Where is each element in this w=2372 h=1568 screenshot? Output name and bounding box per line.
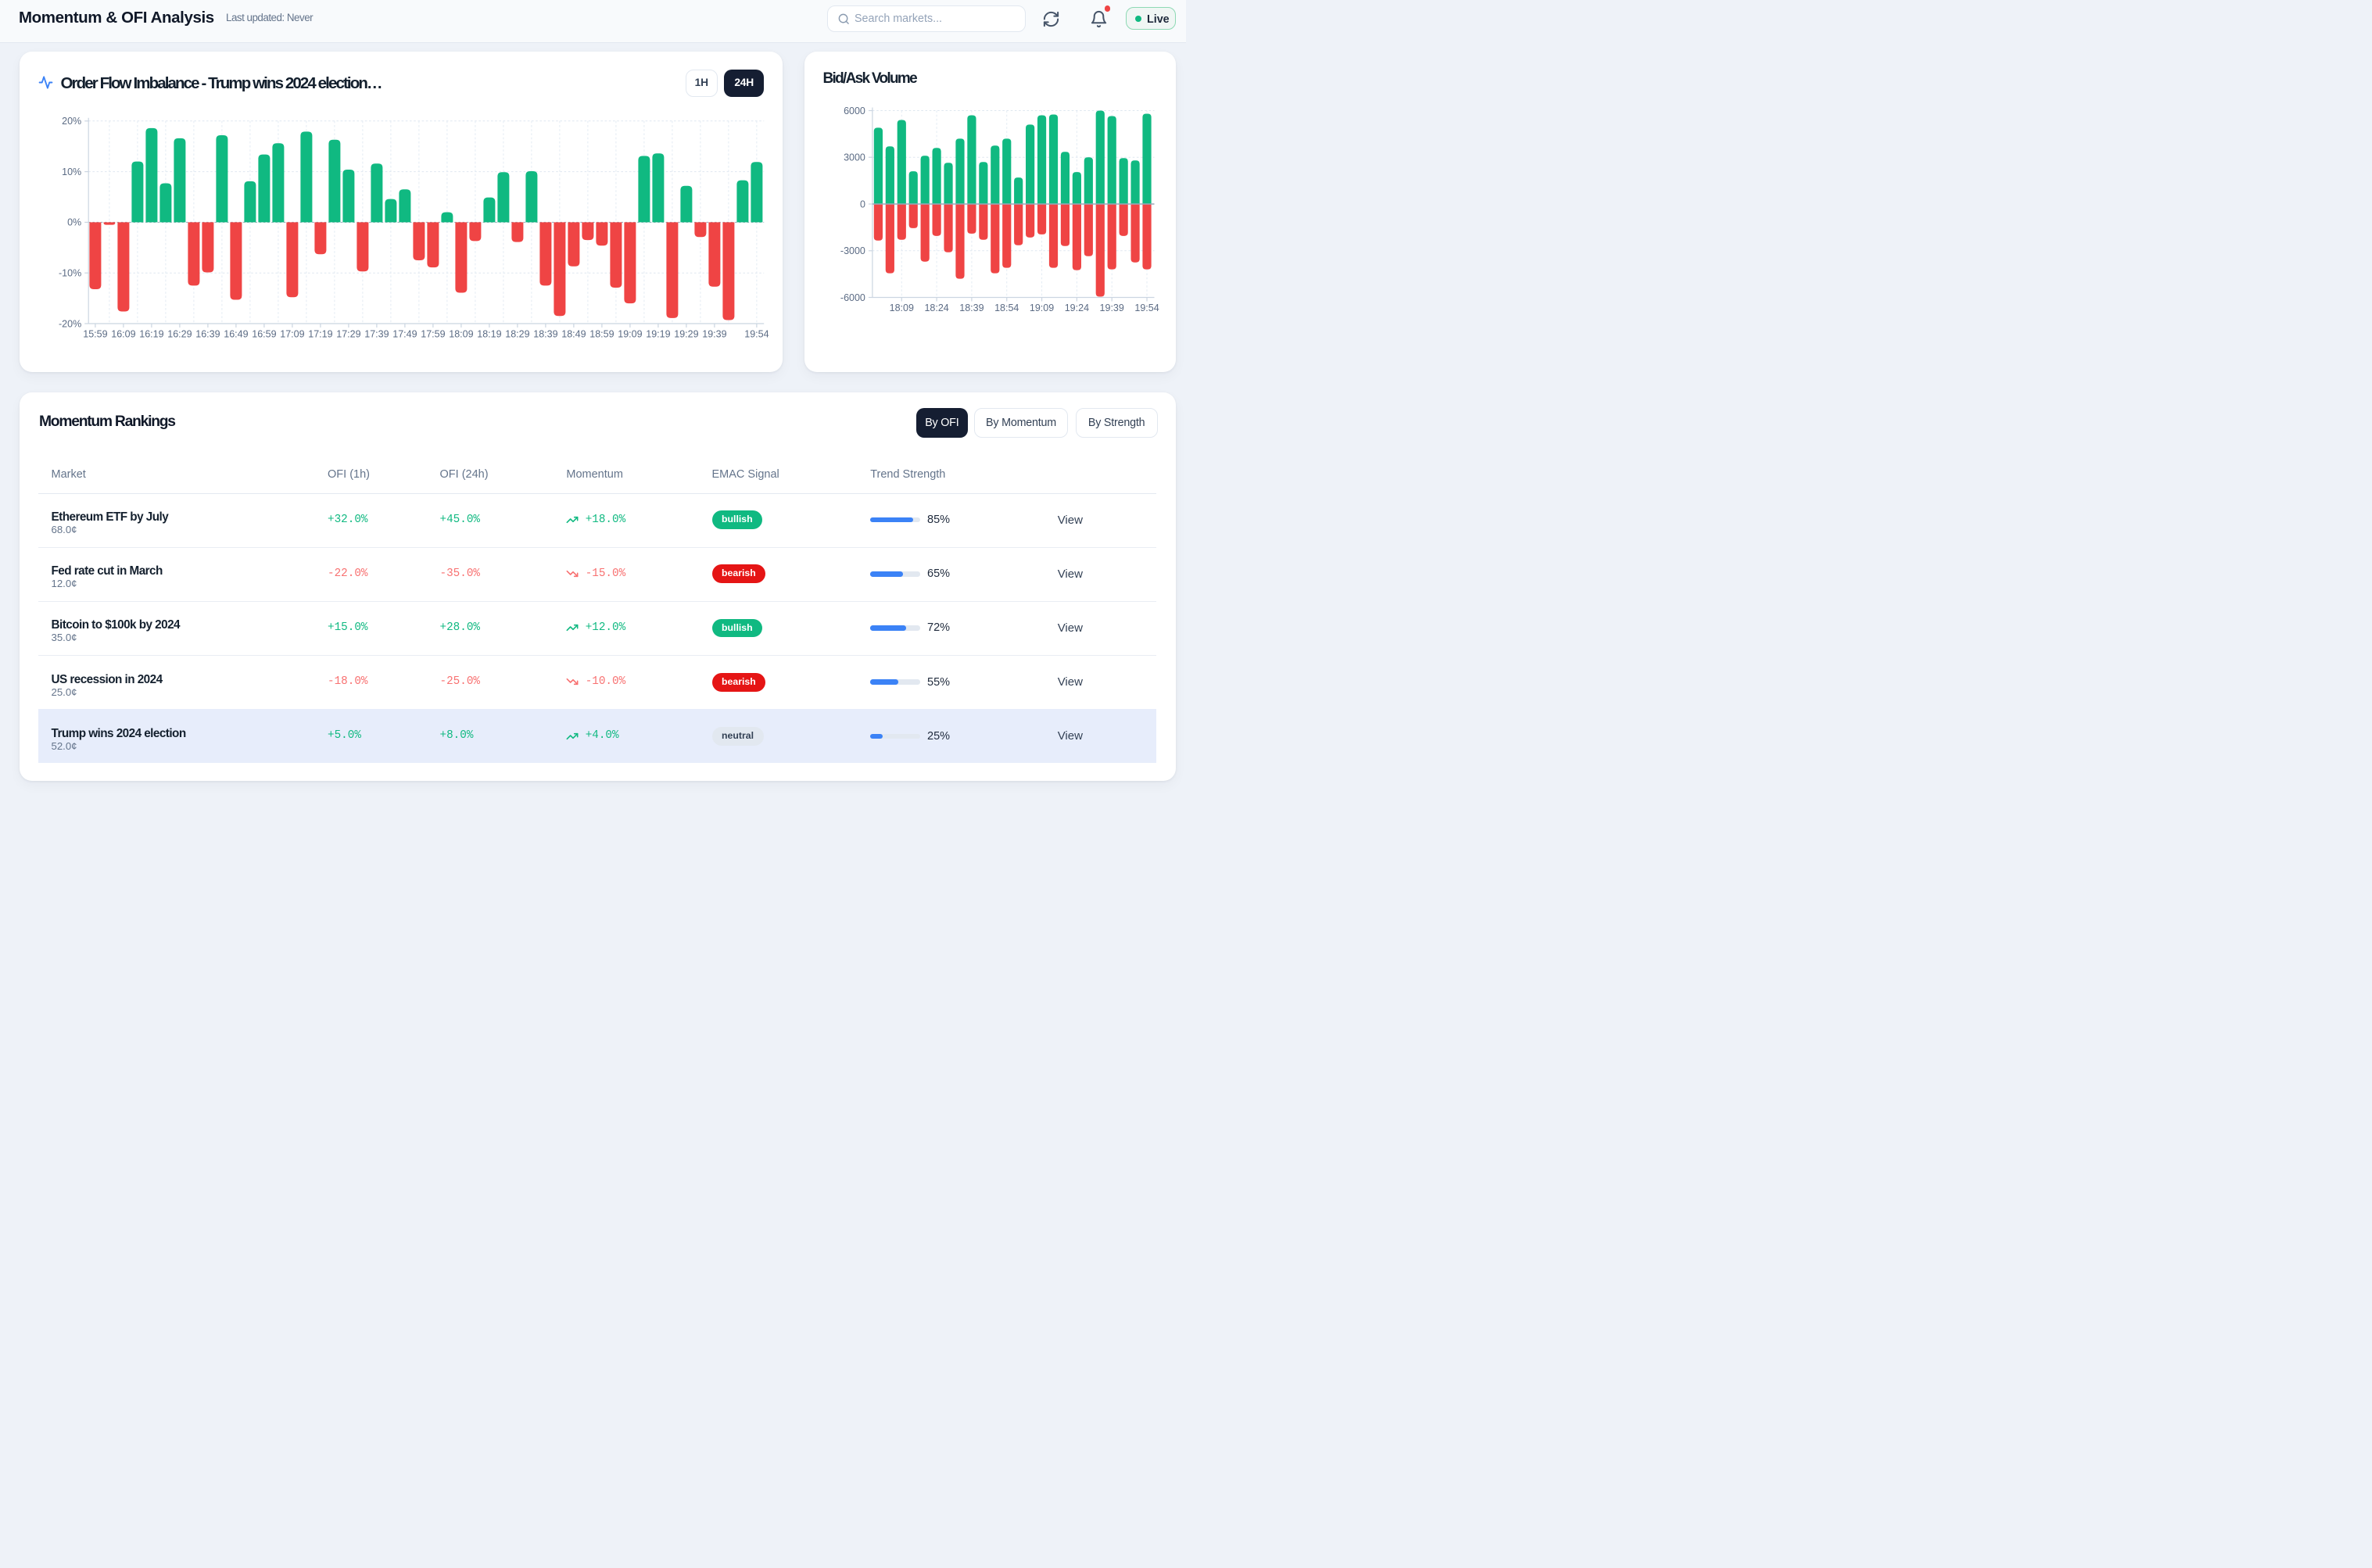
svg-text:16:09: 16:09 — [111, 329, 135, 340]
svg-text:18:39: 18:39 — [533, 329, 557, 340]
svg-text:6000: 6000 — [844, 106, 865, 116]
svg-text:0%: 0% — [67, 217, 81, 228]
svg-text:19:29: 19:29 — [674, 329, 698, 340]
svg-text:18:59: 18:59 — [589, 329, 614, 340]
svg-text:15:59: 15:59 — [83, 329, 107, 340]
svg-text:-6000: -6000 — [840, 292, 865, 303]
svg-text:19:39: 19:39 — [702, 329, 726, 340]
svg-text:17:59: 17:59 — [421, 329, 445, 340]
svg-text:-10%: -10% — [59, 268, 81, 279]
svg-text:18:29: 18:29 — [505, 329, 529, 340]
svg-text:19:54: 19:54 — [1134, 303, 1159, 313]
svg-text:17:39: 17:39 — [364, 329, 389, 340]
svg-text:17:49: 17:49 — [392, 329, 417, 340]
svg-text:17:09: 17:09 — [280, 329, 304, 340]
svg-text:18:54: 18:54 — [994, 303, 1019, 313]
svg-text:19:24: 19:24 — [1064, 303, 1088, 313]
svg-text:18:39: 18:39 — [959, 303, 984, 313]
svg-text:19:19: 19:19 — [646, 329, 670, 340]
svg-text:16:39: 16:39 — [195, 329, 220, 340]
svg-text:19:39: 19:39 — [1099, 303, 1123, 313]
svg-text:16:49: 16:49 — [224, 329, 248, 340]
svg-text:3000: 3000 — [844, 152, 865, 163]
svg-text:-20%: -20% — [59, 318, 81, 329]
svg-text:16:29: 16:29 — [167, 329, 192, 340]
svg-text:16:59: 16:59 — [252, 329, 276, 340]
svg-text:19:09: 19:09 — [618, 329, 642, 340]
svg-text:16:19: 16:19 — [139, 329, 163, 340]
svg-text:18:49: 18:49 — [561, 329, 586, 340]
svg-text:0: 0 — [859, 199, 865, 209]
svg-text:-3000: -3000 — [840, 245, 865, 256]
svg-text:18:09: 18:09 — [889, 303, 913, 313]
svg-text:19:54: 19:54 — [744, 329, 769, 340]
svg-text:19:09: 19:09 — [1029, 303, 1053, 313]
svg-text:17:29: 17:29 — [336, 329, 360, 340]
svg-text:18:19: 18:19 — [477, 329, 501, 340]
svg-text:17:19: 17:19 — [308, 329, 332, 340]
svg-text:18:24: 18:24 — [924, 303, 948, 313]
svg-text:10%: 10% — [62, 166, 81, 177]
svg-text:20%: 20% — [62, 116, 81, 127]
svg-text:18:09: 18:09 — [449, 329, 473, 340]
